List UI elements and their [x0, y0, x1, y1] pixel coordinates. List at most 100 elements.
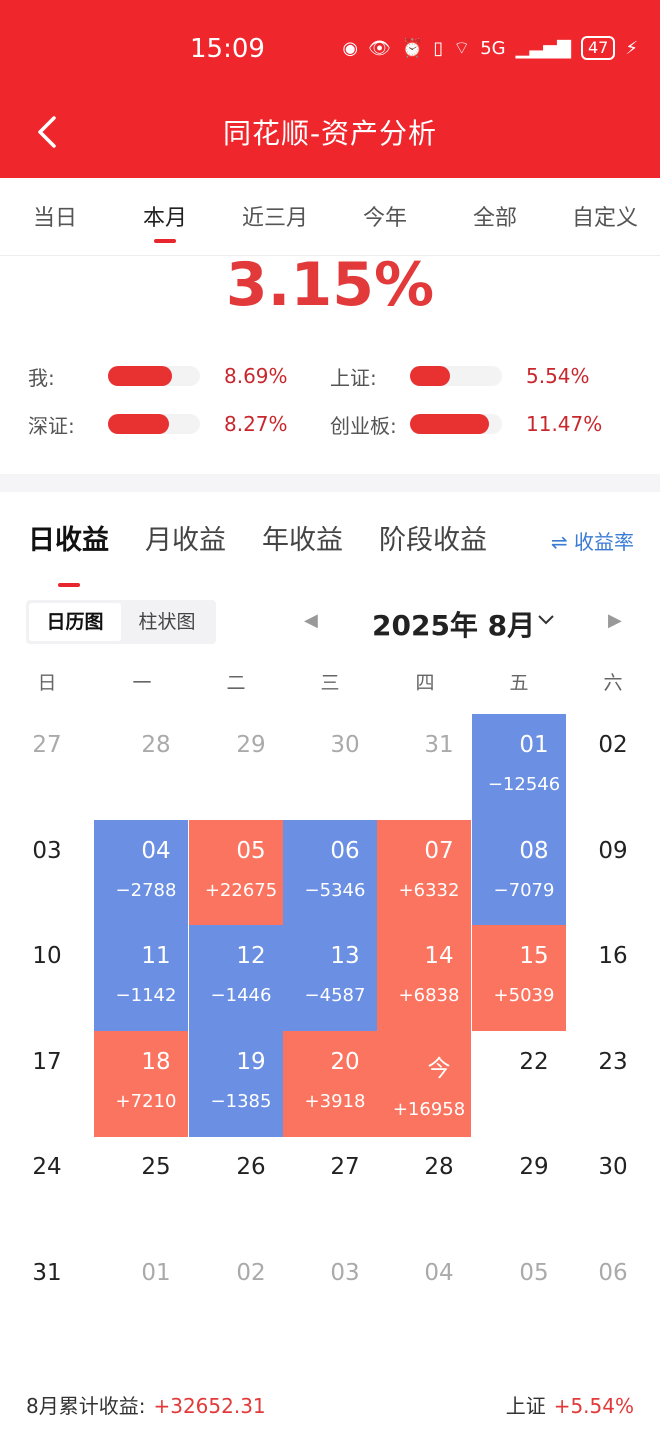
- tab-this-year[interactable]: 今年: [362, 206, 407, 231]
- calendar-day-number: 12: [236, 943, 266, 970]
- weekday-label: 一: [132, 672, 152, 694]
- weekday-label: 四: [415, 672, 435, 694]
- calendar-day[interactable]: 03: [0, 820, 94, 926]
- calendar-day-number: 08: [519, 837, 549, 864]
- calendar-view-button[interactable]: 日历图: [29, 603, 121, 641]
- next-month-icon[interactable]: ▶: [608, 610, 622, 631]
- weekday-label: 二: [226, 672, 246, 694]
- calendar-day[interactable]: 04: [377, 1242, 471, 1348]
- calendar-day[interactable]: 22: [472, 1031, 566, 1137]
- calendar-day[interactable]: 16: [566, 925, 660, 1031]
- comparison-value: 11.47%: [526, 412, 603, 436]
- calendar-day[interactable]: 20 +3918: [283, 1030, 377, 1137]
- calendar-day-earnings: −4587: [304, 985, 366, 1007]
- return-rate-toggle[interactable]: ⇌ 收益率: [550, 530, 634, 554]
- section-divider: [0, 474, 660, 492]
- calendar-day[interactable]: 31: [0, 1242, 94, 1348]
- weekday-header: 日一二三四五六: [0, 668, 660, 698]
- calendar-day[interactable]: 13 −4587: [283, 925, 377, 1032]
- calendar-day[interactable]: 26: [189, 1136, 283, 1242]
- calendar-day[interactable]: 25: [94, 1136, 188, 1242]
- calendar-day-earnings: +3918: [304, 1090, 366, 1112]
- calendar-day-number: 02: [236, 1260, 266, 1286]
- calendar-day-number: 22: [519, 1048, 549, 1075]
- calendar-day-earnings: −12546: [487, 774, 561, 795]
- calendar-day-number: 04: [141, 837, 171, 864]
- chevron-down-icon[interactable]: [536, 610, 556, 630]
- calendar-day-earnings: −7079: [493, 879, 555, 901]
- calendar-day[interactable]: 28: [377, 1136, 471, 1242]
- calendar-day[interactable]: 12 −1446: [189, 925, 283, 1032]
- calendar-day[interactable]: 28: [94, 714, 188, 820]
- calendar-day[interactable]: 06: [566, 1242, 660, 1348]
- eye-icon: 👁: [368, 37, 391, 59]
- calendar-day[interactable]: 01: [94, 1242, 188, 1348]
- month-total-label: 8月累计收益:: [26, 1394, 146, 1418]
- tab-three-months[interactable]: 近三月: [241, 206, 308, 231]
- calendar-day-number: 04: [424, 1260, 454, 1286]
- tab-custom[interactable]: 自定义: [571, 206, 638, 231]
- calendar-day[interactable]: 08 −7079: [472, 819, 566, 926]
- bar-chart-view-button[interactable]: 柱状图: [138, 611, 196, 633]
- calendar-day[interactable]: 10: [0, 925, 94, 1031]
- calendar-day-number: 15: [519, 943, 549, 970]
- calendar-day[interactable]: 18 +7210: [94, 1030, 188, 1137]
- calendar-day[interactable]: 29: [472, 1136, 566, 1242]
- calendar-day[interactable]: 19 −1385: [189, 1030, 283, 1137]
- comparison-shanghai: 上证: 5.54%: [330, 356, 590, 396]
- calendar-day[interactable]: 17: [0, 1031, 94, 1137]
- comparison-bar: [410, 414, 502, 434]
- calendar-day-earnings: +22675: [204, 879, 278, 901]
- calendar-day[interactable]: 31: [377, 714, 471, 820]
- calendar-day[interactable]: 09: [566, 820, 660, 926]
- calendar-day-number: 30: [330, 732, 360, 758]
- calendar-day[interactable]: 05 +22675: [189, 819, 283, 926]
- tab-period-earnings[interactable]: 阶段收益: [379, 525, 487, 556]
- calendar-day[interactable]: 15 +5039: [472, 925, 566, 1032]
- calendar-day[interactable]: 04 −2788: [94, 819, 188, 926]
- index-total: 上证 +5.54%: [506, 1390, 634, 1419]
- calendar-day[interactable]: 29: [189, 714, 283, 820]
- calendar-day-number: 29: [236, 732, 266, 758]
- comparison-bar-fill: [108, 366, 173, 386]
- calendar-day[interactable]: 14 +6838: [377, 925, 471, 1032]
- calendar-day[interactable]: 24: [0, 1136, 94, 1242]
- tab-yearly-earnings[interactable]: 年收益: [262, 525, 343, 556]
- comparison-bar: [410, 366, 502, 386]
- weekday-label: 日: [37, 672, 57, 694]
- calendar-day-number: 30: [598, 1154, 628, 1181]
- calendar-day[interactable]: 30: [566, 1136, 660, 1242]
- calendar-day[interactable]: 23: [566, 1031, 660, 1137]
- tab-this-month[interactable]: 本月: [110, 178, 220, 255]
- calendar-day[interactable]: 27: [0, 714, 94, 820]
- tab-monthly-earnings[interactable]: 月收益: [145, 525, 226, 556]
- calendar-day[interactable]: 01 −12546: [472, 714, 566, 820]
- calendar-day[interactable]: 今 +16958: [377, 1030, 471, 1137]
- month-selector[interactable]: 2025年 8月: [372, 609, 536, 642]
- calendar-day[interactable]: 07 +6332: [377, 819, 471, 926]
- index-total-label: 上证: [505, 1394, 546, 1418]
- tab-today[interactable]: 当日: [32, 206, 77, 231]
- calendar-day[interactable]: 11 −1142: [94, 925, 188, 1032]
- tab-daily-earnings[interactable]: 日收益: [28, 518, 109, 587]
- prev-month-icon[interactable]: ◀: [304, 610, 318, 631]
- tab-all[interactable]: 全部: [472, 206, 517, 231]
- calendar-day[interactable]: 05: [472, 1242, 566, 1348]
- wifi-icon: ⌔: [453, 37, 471, 59]
- alarm-icon: ⏰: [400, 37, 424, 59]
- calendar-day[interactable]: 02: [566, 714, 660, 820]
- calendar-day-earnings: +16958: [392, 1098, 466, 1120]
- calendar-day-number: 19: [236, 1048, 266, 1075]
- calendar-day[interactable]: 06 −5346: [283, 819, 377, 926]
- calendar-day[interactable]: 27: [283, 1136, 377, 1242]
- vibrate-icon: ▯: [433, 37, 444, 59]
- calendar-day[interactable]: 30: [283, 714, 377, 820]
- month-total: 8月累计收益: +32652.31: [26, 1390, 266, 1419]
- comparison-bar: [108, 366, 200, 386]
- back-arrow-icon[interactable]: [30, 112, 70, 152]
- calendar-day[interactable]: 02: [189, 1242, 283, 1348]
- calendar-day-earnings: +5039: [493, 985, 555, 1007]
- calendar-day[interactable]: 03: [283, 1242, 377, 1348]
- period-tabs: 当日 本月 近三月 今年 全部 自定义: [0, 178, 660, 256]
- calendar-day-number: 18: [141, 1048, 171, 1075]
